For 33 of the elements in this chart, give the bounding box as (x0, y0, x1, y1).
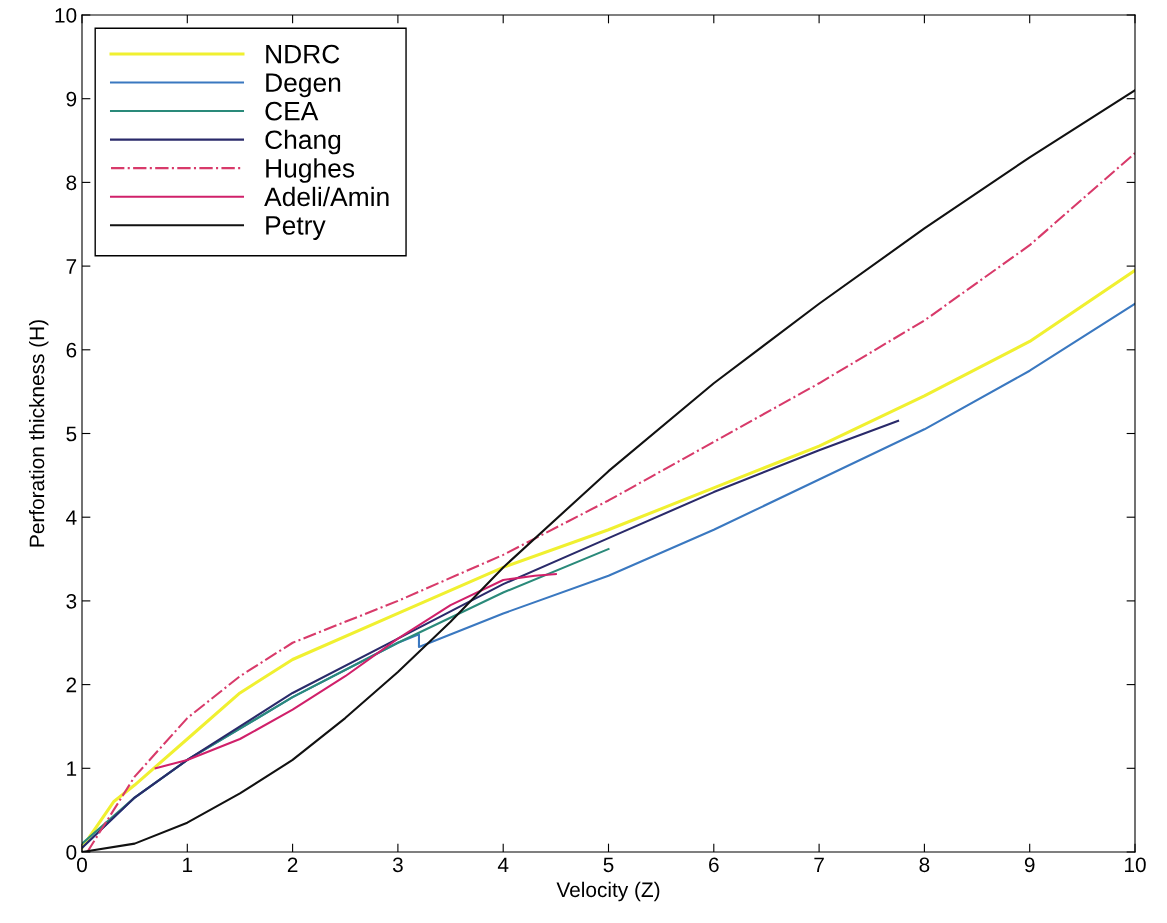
y-tick-label: 6 (66, 342, 77, 358)
legend-label: CEA (265, 101, 319, 121)
line-series (82, 419, 900, 849)
y-tick-label: 9 (66, 91, 77, 107)
legend-label: NDRC (266, 44, 340, 64)
x-tick-label: 6 (709, 857, 719, 873)
y-tick-label: 2 (66, 677, 77, 693)
y-tick-label: 4 (66, 510, 77, 525)
y-tick-label: 3 (66, 593, 77, 609)
x-tick-label: 9 (1024, 857, 1035, 873)
x-tick-label: 0 (77, 857, 87, 873)
x-tick-label: 2 (287, 857, 298, 872)
legend-label: Chang (265, 129, 341, 155)
y-tick-label: 10 (55, 8, 77, 23)
y-tick-label: 8 (66, 175, 77, 191)
legend-label: Adeli/Amin (264, 186, 389, 207)
legend-label: Degen (266, 73, 341, 98)
y-axis-title: Perforation thickness (H) (28, 320, 49, 547)
x-tick-label: 3 (392, 857, 403, 873)
x-tick-label: 10 (1125, 857, 1146, 873)
legend-label: Petry (266, 216, 326, 240)
x-tick-label: 5 (603, 857, 614, 873)
y-tick-label: 0 (66, 845, 77, 860)
legend-label: Hughes (266, 158, 355, 183)
y-tick-label: 7 (66, 259, 77, 274)
x-axis-title: Velocity (Z) (556, 881, 660, 902)
x-tick-label: 1 (183, 857, 193, 872)
x-tick-label: 8 (919, 857, 930, 873)
x-tick-label: 7 (814, 857, 824, 872)
y-tick-label: 1 (67, 761, 77, 776)
line-series (154, 573, 557, 770)
x-tick-label: 4 (497, 857, 509, 872)
y-tick-label: 5 (66, 426, 77, 442)
